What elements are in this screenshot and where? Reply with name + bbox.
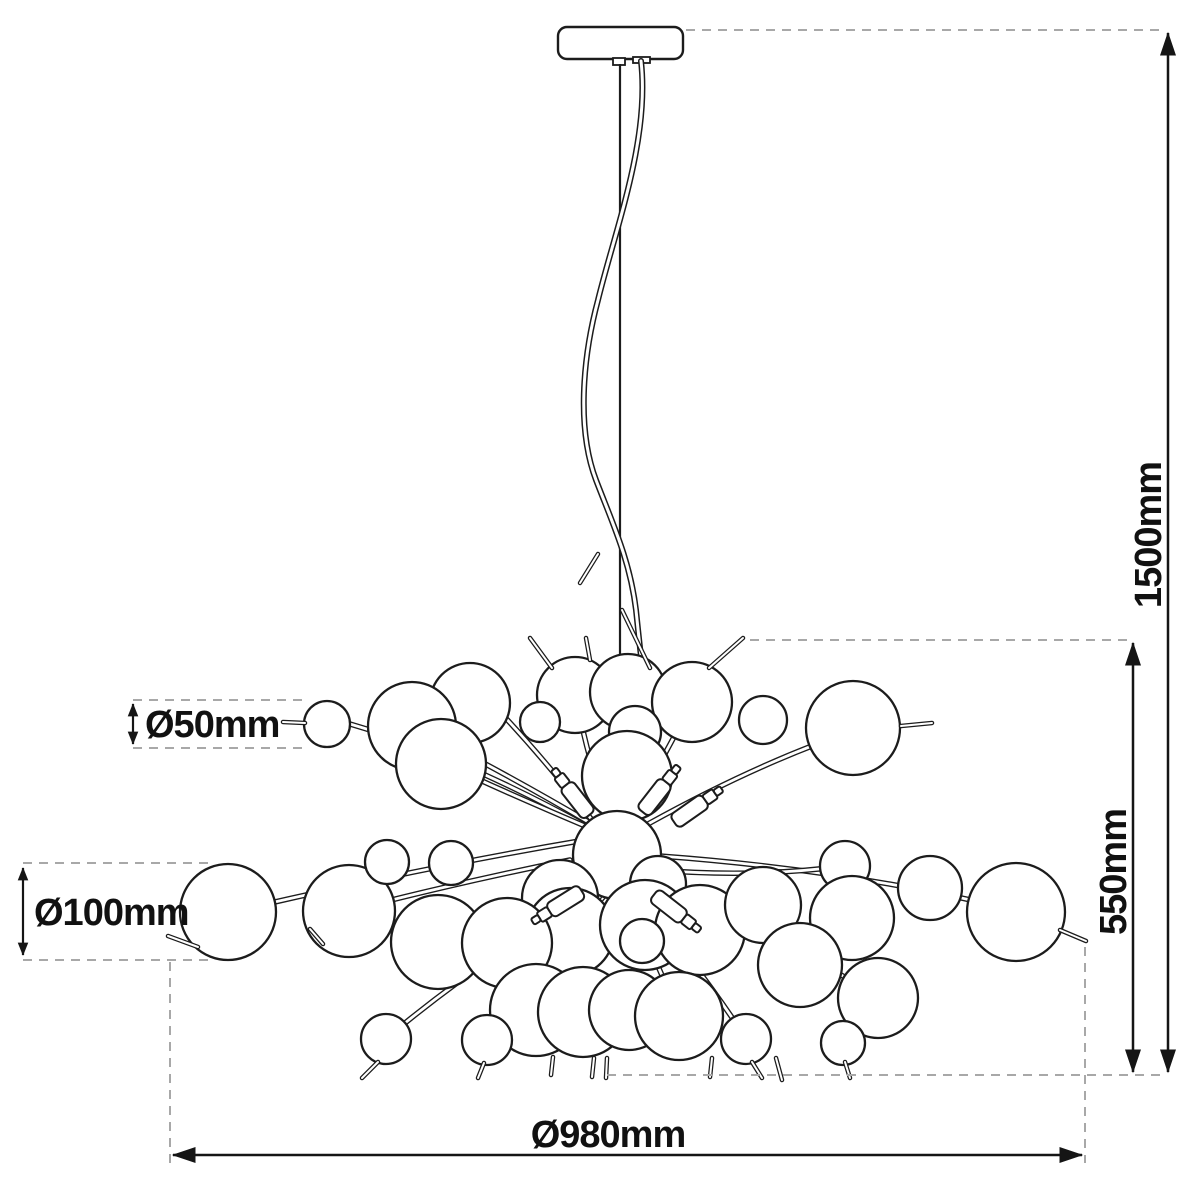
glass-globe: [819, 1019, 867, 1067]
socket-tip: [670, 764, 682, 776]
stem-tip-core: [579, 553, 599, 584]
canopy-connector: [612, 57, 626, 66]
glass-globe: [965, 861, 1067, 963]
stem-tip-core: [621, 609, 651, 669]
socket-tip: [690, 922, 702, 934]
glass-globe: [178, 862, 278, 962]
bulb-socket: [530, 885, 586, 926]
stem-tip-core: [167, 935, 199, 948]
glass-globe: [737, 694, 789, 746]
glass-globe: [427, 839, 475, 887]
small-globe-diameter-label: Ø50mm: [145, 704, 279, 746]
fixture-diameter-label: Ø980mm: [531, 1114, 686, 1156]
glass-globe: [302, 699, 352, 749]
bulb-socket: [670, 785, 724, 828]
glass-globe: [580, 729, 674, 823]
stem-tip-core: [709, 1057, 713, 1078]
glass-globe: [719, 1012, 773, 1066]
glass-globe: [359, 1012, 413, 1066]
chandelier-fixture: [165, 25, 1089, 1083]
stem-tip-core: [361, 1061, 379, 1079]
dimension-labels: 1500mm 550mm Ø980mm Ø50mm Ø100mm: [34, 462, 1170, 1156]
stem-tip-core: [309, 928, 324, 945]
stem-tip-core: [529, 637, 553, 669]
glass-globe: [756, 921, 844, 1009]
glass-globe: [836, 956, 920, 1040]
socket-tip: [530, 914, 542, 926]
stem-tip-core: [591, 1057, 595, 1078]
branch-arm-core: [238, 838, 587, 912]
glass-globe: [518, 700, 562, 744]
stem-tip-core: [585, 637, 591, 661]
socket-tip: [712, 785, 724, 797]
glass-globe: [804, 679, 902, 777]
stem-tip-core: [751, 1061, 763, 1079]
bulb-socket: [650, 889, 702, 934]
dimension-lines: [17, 31, 1177, 1164]
glass-globe: [633, 970, 725, 1062]
glass-globe: [460, 1013, 514, 1067]
glass-globe: [618, 917, 666, 965]
bulb-socket: [550, 767, 595, 819]
fixture-height-label: 550mm: [1093, 809, 1135, 935]
overall-height-label: 1500mm: [1128, 462, 1170, 608]
suspension-cable-core: [582, 59, 653, 724]
construction-lines: [23, 29, 1160, 1163]
ceiling-canopy: [556, 25, 685, 61]
stem-tip-core: [1059, 929, 1087, 942]
stem-tip-core: [775, 1057, 783, 1081]
stem-tip-core: [282, 721, 306, 724]
stem-tip-core: [477, 1062, 485, 1079]
glass-globe: [394, 717, 488, 811]
glass-globe: [301, 863, 397, 959]
glass-globe: [363, 838, 411, 886]
stem-tip-core: [708, 637, 744, 669]
large-globe-diameter-label: Ø100mm: [34, 892, 189, 934]
socket-tip: [550, 767, 562, 779]
stem-tip-core: [900, 722, 933, 727]
bulb-socket: [637, 764, 682, 816]
glass-globe: [650, 660, 734, 744]
stem-tip-core: [550, 1056, 554, 1076]
stem-tip-core: [605, 1057, 608, 1079]
suspension-cable: [580, 58, 654, 725]
glass-globe: [896, 854, 964, 922]
